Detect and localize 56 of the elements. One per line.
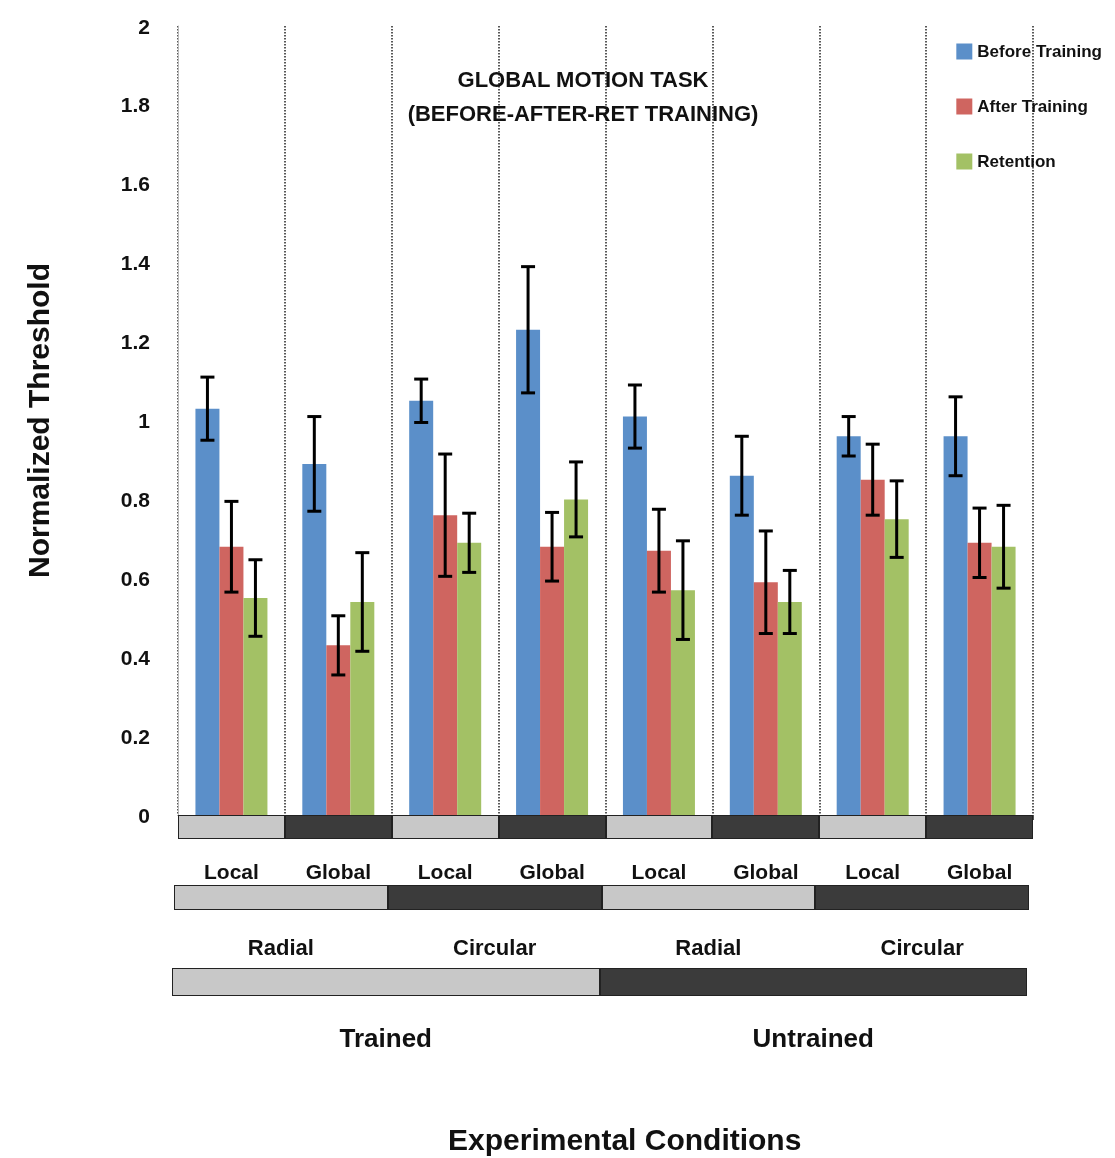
bar [540,546,565,815]
bar [646,550,671,815]
bar [433,515,458,815]
bar [884,519,909,815]
text: Circular [452,935,538,961]
text: GLOBAL MOTION TASK [457,66,709,92]
bar [243,598,268,815]
y-tick-label: 1.6 [120,172,150,196]
x-tick-label: Global [733,860,799,883]
x-tick-label: Global [946,860,1013,883]
text: Radial [674,935,743,961]
y-tick-label: 1.2 [120,330,150,354]
bar [777,601,802,815]
bar [943,436,968,815]
text: Circular [879,935,965,961]
bar [219,546,244,815]
y-tick-label: 1.4 [120,251,151,275]
bar [860,479,885,815]
bar [564,499,589,815]
bar [836,436,861,815]
bar [350,601,375,815]
text: Radial [246,935,315,961]
bar [302,463,327,815]
legend-label: After Training [977,97,1088,116]
y-tick-label: 2 [138,14,150,38]
bar [516,329,541,815]
x-tick-label: Local [417,860,473,883]
y-tick-label: 0 [138,803,150,827]
text: Experimental Conditions [448,1123,802,1157]
bar [195,408,220,815]
x-tick-label: Local [845,860,901,883]
y-tick-label: 1 [138,409,151,432]
text: Trained [338,1023,433,1054]
y-tick-label: 0.4 [120,645,151,669]
bar [753,582,778,815]
x-tick-label: Local [204,860,259,883]
y-tick-label: 0.8 [120,487,151,511]
bar [967,542,992,815]
legend-label: Before Training [977,42,1102,61]
text: (BEFORE-AFTER-RET TRAINING) [407,100,759,126]
bar [326,645,351,815]
bar [409,400,434,815]
bar [457,542,482,815]
bar [670,590,695,815]
legend-label: Retention [977,152,1056,171]
y-tick-label: 0.6 [120,566,150,590]
bar [729,475,754,815]
x-tick-label: Global [305,860,371,883]
bar [622,416,647,815]
y-tick-label: 0.2 [120,724,150,748]
y-axis-title: Normalized Threshold [21,262,55,579]
x-tick-label: Global [519,860,585,883]
bar [991,546,1016,815]
x-tick-label: Local [631,860,687,883]
text: Untrained [751,1023,875,1054]
y-tick-label: 1.8 [120,93,151,117]
